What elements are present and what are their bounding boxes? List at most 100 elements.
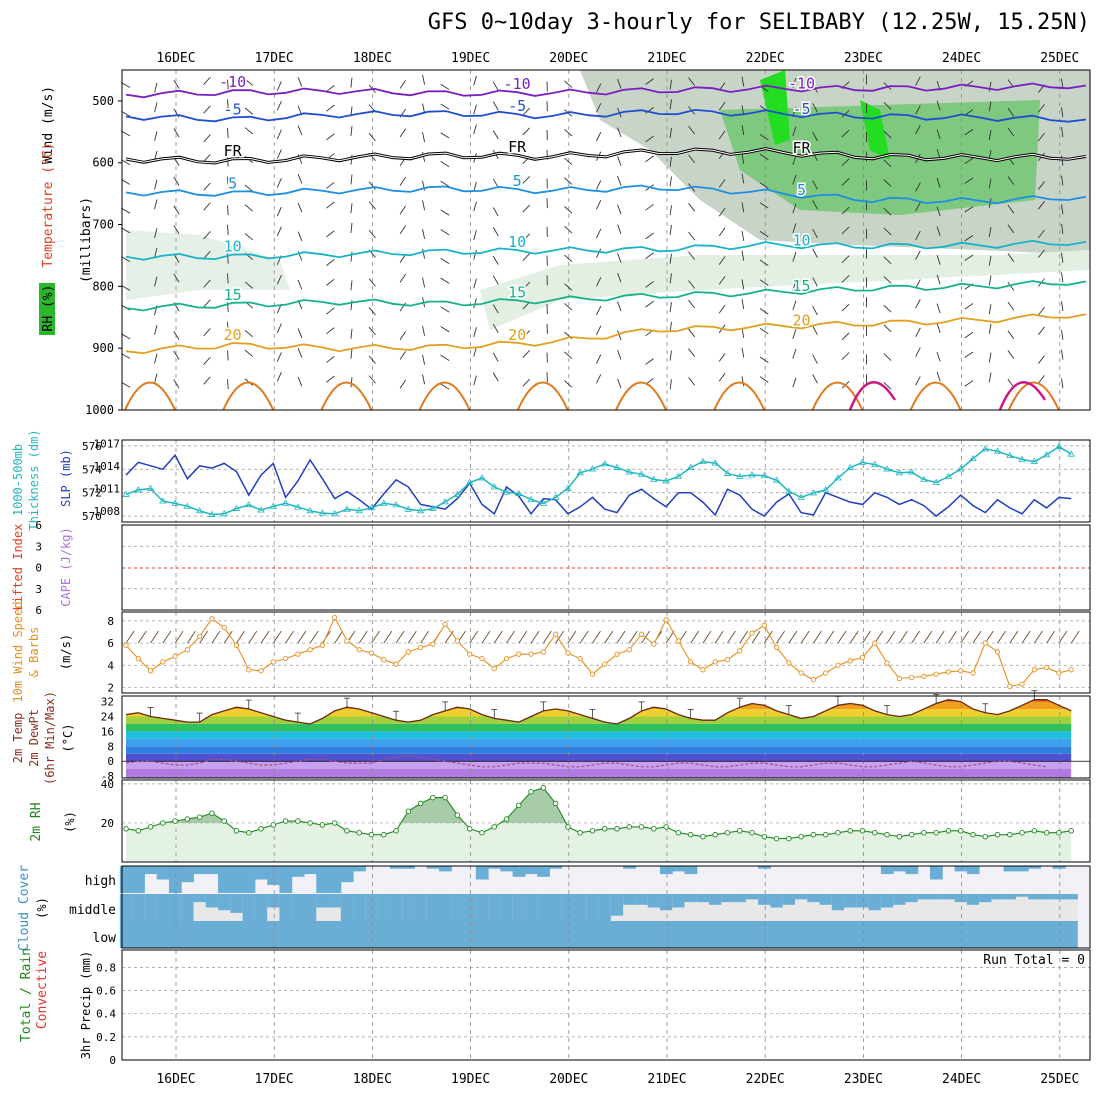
cloud-bar-bg xyxy=(1065,894,1078,921)
cloud-bar xyxy=(819,894,833,905)
wind-barb xyxy=(936,371,941,382)
cloud-bar xyxy=(389,921,403,948)
data-point xyxy=(821,486,830,493)
data-point xyxy=(687,831,694,838)
wind-barb xyxy=(522,330,531,339)
wind-barb xyxy=(1007,301,1015,311)
wind-barb xyxy=(792,223,797,234)
date-label: 25DEC xyxy=(1040,1072,1079,1087)
wind-barb xyxy=(244,184,254,192)
data-point xyxy=(479,655,485,662)
wind-barb xyxy=(350,251,353,262)
cloud-bar xyxy=(991,921,1005,948)
y-tick-label: 570 xyxy=(82,510,102,523)
wind-barb xyxy=(812,248,818,258)
wind-barb xyxy=(383,630,393,644)
wind-barb xyxy=(440,229,450,236)
wind-barb xyxy=(203,134,211,143)
wind-barb xyxy=(841,226,850,235)
data-point xyxy=(416,507,425,514)
axis-label-barbs: & Barbs xyxy=(27,627,41,678)
wind-barb xyxy=(173,273,180,283)
data-point xyxy=(663,617,669,623)
wind-barb xyxy=(628,630,638,644)
data-point xyxy=(638,631,645,637)
data-point xyxy=(134,486,142,493)
wind-barb xyxy=(564,80,573,88)
wind-barb xyxy=(297,202,303,213)
isotherm-label: -10 xyxy=(788,74,815,92)
wind-barb xyxy=(350,280,353,291)
wind-barb xyxy=(1037,201,1045,210)
data-point xyxy=(810,831,817,838)
wind-barb xyxy=(150,630,159,644)
cloud-bar xyxy=(181,866,195,883)
cloud-bar xyxy=(488,866,501,869)
cloud-bar xyxy=(758,894,771,905)
wind-barb xyxy=(841,110,850,118)
date-label: 19DEC xyxy=(451,1072,490,1087)
wind-barb xyxy=(173,253,180,263)
wind-barb xyxy=(121,207,131,214)
cloud-bar xyxy=(610,894,624,916)
data-point xyxy=(331,820,338,826)
wind-barb xyxy=(564,351,573,359)
wind-barb xyxy=(936,226,941,237)
cloud-bar-bg xyxy=(1052,894,1066,921)
wind-barb xyxy=(741,347,745,358)
data-point xyxy=(356,829,362,836)
wind-barb xyxy=(688,203,696,212)
wind-barb xyxy=(1021,630,1031,644)
wind-barb xyxy=(718,130,726,140)
wind-barb xyxy=(792,155,797,165)
data-point xyxy=(552,800,559,807)
cloud-bar xyxy=(426,921,440,948)
wind-barb xyxy=(741,376,745,387)
cloud-bar xyxy=(316,894,330,908)
cloud-bar xyxy=(831,921,845,948)
wind-barb xyxy=(964,351,974,358)
wind-barb xyxy=(227,379,229,390)
data-point xyxy=(650,475,658,482)
wind-barb xyxy=(688,77,696,86)
wind-barb xyxy=(522,233,531,242)
cloud-bar xyxy=(672,921,686,948)
data-point xyxy=(834,474,842,481)
wind-barb xyxy=(645,135,654,143)
cloud-bar xyxy=(132,894,145,921)
cloud-bar xyxy=(119,921,133,948)
wind-barb xyxy=(883,179,892,187)
wind-barb xyxy=(125,630,135,644)
wind-barb xyxy=(923,630,933,644)
axis-label-percent: (%) xyxy=(35,897,49,919)
cloud-bar xyxy=(205,866,219,875)
y-tick-label: 0.8 xyxy=(96,961,116,974)
data-point xyxy=(209,810,215,816)
wind-barb xyxy=(841,255,850,263)
wind-barb xyxy=(936,351,941,362)
cloud-bar xyxy=(696,894,710,903)
data-point xyxy=(822,831,829,838)
wind-barb xyxy=(137,630,147,644)
data-point xyxy=(994,831,1001,838)
cloud-bar xyxy=(991,894,1005,900)
data-point xyxy=(441,498,449,505)
axis-label-ms: (m/s) xyxy=(59,634,73,670)
rh-shading xyxy=(860,100,890,160)
wind-barb xyxy=(350,377,353,388)
wind-barb xyxy=(702,630,712,644)
wind-barb xyxy=(422,229,426,240)
cloud-bar xyxy=(549,866,563,869)
wind-barb xyxy=(368,307,376,316)
wind-barb xyxy=(350,348,353,359)
precip-frame xyxy=(121,949,1091,1061)
cloud-bar xyxy=(549,921,563,948)
data-point xyxy=(957,828,964,834)
data-point xyxy=(454,812,461,818)
cloud-bar xyxy=(316,921,330,948)
wind-barb xyxy=(792,300,797,311)
cloud-bar-bg xyxy=(794,894,808,921)
data-point xyxy=(184,647,191,653)
wind-barb xyxy=(564,157,573,166)
cloud-bar xyxy=(389,894,403,921)
